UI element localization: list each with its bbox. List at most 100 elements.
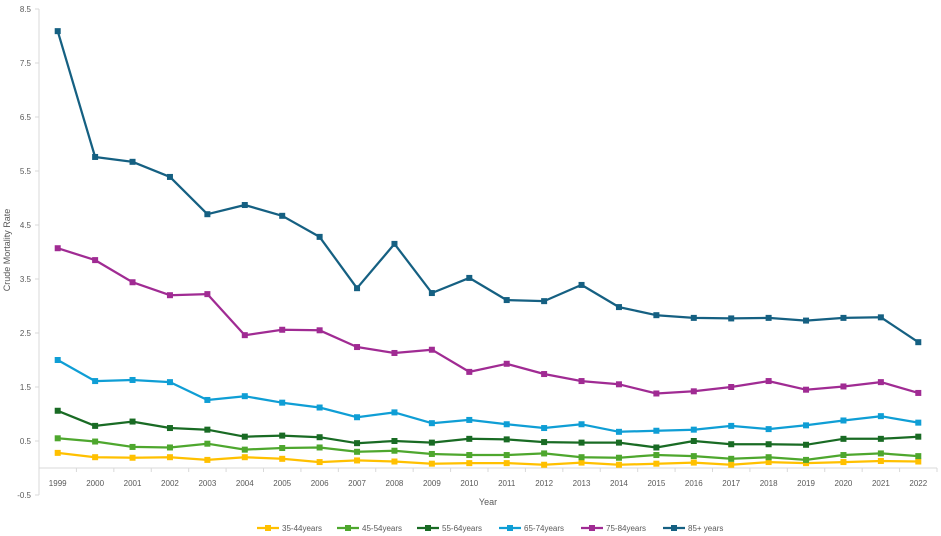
x-tick-label: 2021 bbox=[872, 479, 890, 488]
data-point bbox=[241, 446, 248, 453]
x-tick-label: 2011 bbox=[498, 479, 516, 488]
data-point bbox=[877, 379, 884, 386]
data-point bbox=[877, 457, 884, 464]
x-tick-label: 2015 bbox=[647, 479, 665, 488]
data-point bbox=[578, 281, 585, 288]
data-point bbox=[354, 344, 361, 351]
x-tick-label: 2013 bbox=[573, 479, 591, 488]
data-point bbox=[915, 419, 922, 426]
data-point bbox=[541, 461, 548, 468]
data-point bbox=[877, 450, 884, 457]
data-point bbox=[541, 439, 548, 446]
data-point bbox=[690, 459, 697, 466]
data-point bbox=[803, 386, 810, 393]
x-tick-label: 2022 bbox=[909, 479, 927, 488]
data-point bbox=[428, 450, 435, 457]
data-point bbox=[765, 378, 772, 385]
data-point bbox=[690, 314, 697, 321]
legend-label: 45-54years bbox=[362, 524, 402, 533]
data-point bbox=[92, 378, 99, 385]
legend-item: 35-44years bbox=[257, 524, 322, 533]
data-point bbox=[166, 444, 173, 451]
data-point bbox=[279, 212, 286, 219]
legend-marker bbox=[345, 525, 351, 531]
data-point bbox=[391, 438, 398, 444]
data-point bbox=[653, 452, 660, 459]
data-point bbox=[728, 461, 735, 468]
data-point bbox=[92, 257, 99, 264]
data-point bbox=[728, 441, 735, 448]
series-line bbox=[56, 30, 919, 344]
series-45-54years bbox=[54, 435, 922, 463]
data-point bbox=[915, 433, 922, 440]
data-point bbox=[428, 346, 435, 353]
data-point bbox=[204, 291, 211, 298]
data-point bbox=[690, 426, 697, 433]
data-point bbox=[877, 314, 884, 321]
data-point bbox=[316, 434, 323, 441]
x-tick-label: 2008 bbox=[386, 479, 404, 488]
data-point bbox=[728, 384, 735, 390]
data-point bbox=[129, 158, 136, 165]
data-point bbox=[316, 233, 323, 240]
data-point bbox=[166, 379, 173, 386]
data-point bbox=[466, 435, 473, 442]
data-point bbox=[428, 290, 435, 297]
data-point bbox=[803, 441, 810, 448]
data-point bbox=[578, 459, 585, 466]
data-point bbox=[803, 317, 810, 324]
series-line bbox=[57, 437, 919, 462]
legend-item: 45-54years bbox=[337, 524, 402, 533]
data-point bbox=[354, 448, 361, 455]
data-point bbox=[54, 357, 61, 363]
data-point bbox=[840, 452, 847, 459]
data-point bbox=[241, 454, 248, 461]
x-axis: 1999 2000 2001 2002 2003 2004 2005 2006 2007 2008… bbox=[38, 467, 938, 488]
x-tick-label: 2014 bbox=[610, 479, 628, 488]
data-point bbox=[615, 461, 622, 468]
series-line bbox=[57, 359, 919, 433]
legend-label: 85+ years bbox=[688, 524, 723, 533]
series-layer bbox=[54, 28, 922, 468]
data-point bbox=[578, 378, 585, 385]
data-point bbox=[915, 453, 922, 460]
data-point bbox=[615, 304, 622, 311]
data-point bbox=[354, 457, 361, 464]
data-point bbox=[615, 439, 622, 446]
data-point bbox=[129, 443, 136, 450]
data-point bbox=[765, 459, 772, 466]
data-point bbox=[840, 459, 847, 466]
data-point bbox=[653, 390, 660, 397]
y-tick-label: -0.5 bbox=[17, 491, 31, 500]
data-point bbox=[166, 454, 173, 461]
data-point bbox=[615, 454, 622, 461]
data-point bbox=[503, 460, 510, 467]
data-point bbox=[653, 444, 660, 451]
series-65-74years bbox=[54, 357, 922, 435]
x-tick-label: 2000 bbox=[86, 479, 104, 488]
data-point bbox=[578, 421, 585, 428]
data-point bbox=[690, 388, 697, 395]
data-point bbox=[428, 420, 435, 427]
data-point bbox=[840, 435, 847, 442]
data-point bbox=[391, 447, 398, 454]
legend-label: 55-64years bbox=[442, 524, 482, 533]
legend-item: 65-74years bbox=[499, 524, 564, 533]
data-point bbox=[728, 455, 735, 462]
data-point bbox=[877, 413, 884, 420]
x-tick-label: 2001 bbox=[124, 479, 142, 488]
x-tick-label: 2009 bbox=[423, 479, 441, 488]
data-point bbox=[915, 458, 922, 465]
data-point bbox=[578, 439, 585, 446]
data-point bbox=[803, 456, 810, 463]
data-point bbox=[803, 460, 810, 467]
data-point bbox=[503, 452, 510, 459]
legend: 35-44years 45-54years 55-64years 65-74years… bbox=[257, 524, 723, 533]
data-point bbox=[728, 422, 735, 429]
y-tick-label: 2.5 bbox=[20, 329, 32, 338]
legend-item: 75-84years bbox=[581, 524, 646, 533]
data-point bbox=[915, 339, 922, 346]
data-point bbox=[204, 426, 211, 433]
data-point bbox=[204, 440, 211, 447]
data-point bbox=[316, 327, 323, 334]
